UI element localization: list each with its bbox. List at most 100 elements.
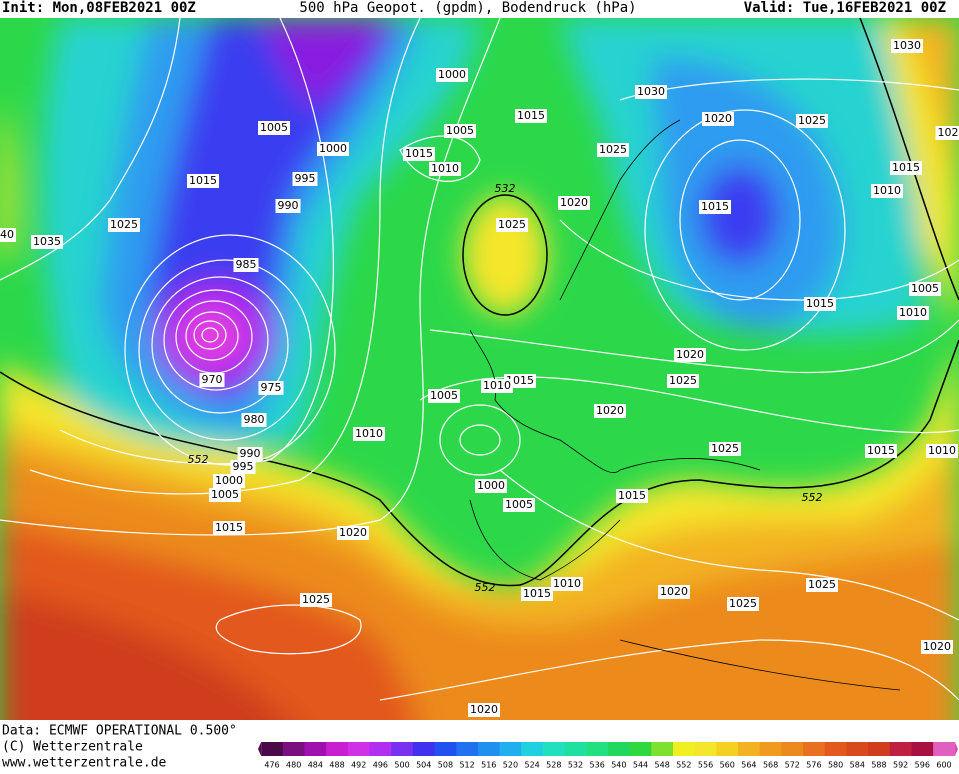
isobar-label: 1000: [215, 474, 243, 487]
scale-label: 512: [459, 761, 474, 770]
scale-label: 544: [633, 761, 648, 770]
isobar-label: 985: [236, 258, 257, 271]
isobar-label: 1000: [319, 142, 347, 155]
isobar-label: 1020: [470, 703, 498, 716]
isobar-label: 1015: [867, 444, 895, 457]
isobar-label: 1015: [189, 174, 217, 187]
scale-label: 508: [438, 761, 453, 770]
isobar-label: 1015: [892, 161, 920, 174]
scale-label: 476: [264, 761, 279, 770]
scale-swatch: [933, 742, 955, 756]
isobar-label: 1025: [110, 218, 138, 231]
isobar-label: 40: [0, 228, 14, 241]
contour-label: 532: [495, 182, 516, 195]
isobar-label: 1025: [808, 578, 836, 591]
map-title: 500 hPa Geopot. (gpdm), Bodendruck (hPa): [299, 0, 636, 16]
isobar-label: 1025: [498, 218, 526, 231]
scale-swatch: [500, 742, 522, 756]
scale-swatch: [261, 742, 283, 756]
scale-swatch: [738, 742, 760, 756]
isobar-label: 1025: [798, 114, 826, 127]
isobar-label: 1030: [893, 39, 921, 52]
isobar-label: 970: [202, 373, 223, 386]
scale-swatch: [846, 742, 868, 756]
isobar-label: 1015: [701, 200, 729, 213]
data-source: Data: ECMWF OPERATIONAL 0.500°: [2, 724, 237, 739]
scale-label: 480: [286, 761, 301, 770]
scale-label: 504: [416, 761, 431, 770]
scale-swatch: [825, 742, 847, 756]
scale-swatch: [521, 742, 543, 756]
scale-label: 564: [741, 761, 756, 770]
scale-label: 548: [655, 761, 670, 770]
scale-label: 540: [611, 761, 626, 770]
scale-label: 496: [373, 761, 388, 770]
isobar-label: 1015: [523, 587, 551, 600]
map-field: [0, 18, 959, 770]
isobar-label: 1015: [405, 147, 433, 160]
scale-swatch: [565, 742, 587, 756]
isobar-label: 1005: [911, 282, 939, 295]
scale-left-arrow: [258, 742, 261, 756]
scale-swatch: [695, 742, 717, 756]
isobar-label: 1005: [446, 124, 474, 137]
scale-swatch: [435, 742, 457, 756]
isobar-label: 995: [233, 460, 254, 473]
scale-label: 600: [936, 761, 951, 770]
scale-label: 588: [871, 761, 886, 770]
isobar-label: 1005: [260, 121, 288, 134]
isobar-label: 1020: [704, 112, 732, 125]
scale-label: 576: [806, 761, 821, 770]
isobar-label: 1025: [302, 593, 330, 606]
scale-swatch: [890, 742, 912, 756]
scale-swatch: [348, 742, 370, 756]
scale-swatch: [543, 742, 565, 756]
isobar-label: 990: [240, 447, 261, 460]
scale-label: 484: [308, 761, 323, 770]
scale-label: 500: [394, 761, 409, 770]
isobar-label: 1020: [560, 196, 588, 209]
isobar-label: 1020: [339, 526, 367, 539]
isobar-label: 1005: [430, 389, 458, 402]
scale-swatch: [803, 742, 825, 756]
isobar-label: 1010: [553, 577, 581, 590]
isobar-label: 1000: [438, 68, 466, 81]
scale-label: 488: [329, 761, 344, 770]
scale-swatch: [630, 742, 652, 756]
scale-swatch: [673, 742, 695, 756]
contour-label: 552: [802, 491, 823, 504]
scale-swatch: [651, 742, 673, 756]
isobar-label: 1025: [711, 442, 739, 455]
scale-label: 580: [828, 761, 843, 770]
scale-label: 584: [850, 761, 865, 770]
isobar-label: 1025: [599, 143, 627, 156]
scale-label: 516: [481, 761, 496, 770]
scale-swatch: [370, 742, 392, 756]
isobar-label: 102: [938, 126, 959, 139]
website: www.wetterzentrale.de: [2, 756, 167, 771]
scale-swatch: [608, 742, 630, 756]
scale-swatch: [478, 742, 500, 756]
isobar-label: 1010: [483, 379, 511, 392]
isobar-label: 1015: [517, 109, 545, 122]
isobar-label: 1010: [355, 427, 383, 440]
isobar-label: 980: [244, 413, 265, 426]
isobar-label: 1015: [806, 297, 834, 310]
scale-label: 560: [720, 761, 735, 770]
isobar-label: 1010: [431, 162, 459, 175]
scale-label: 524: [524, 761, 539, 770]
isobar-label: 975: [261, 381, 282, 394]
scale-swatch: [760, 742, 782, 756]
scale-swatch: [781, 742, 803, 756]
scale-swatch: [456, 742, 478, 756]
scale-swatch: [868, 742, 890, 756]
scale-label: 528: [546, 761, 561, 770]
contour-label: 552: [475, 581, 496, 594]
init-time: Init: Mon,08FEB2021 00Z: [2, 0, 196, 16]
scale-swatch: [305, 742, 327, 756]
isobar-label: 1010: [873, 184, 901, 197]
scale-label: 592: [893, 761, 908, 770]
isobar-label: 1000: [477, 479, 505, 492]
